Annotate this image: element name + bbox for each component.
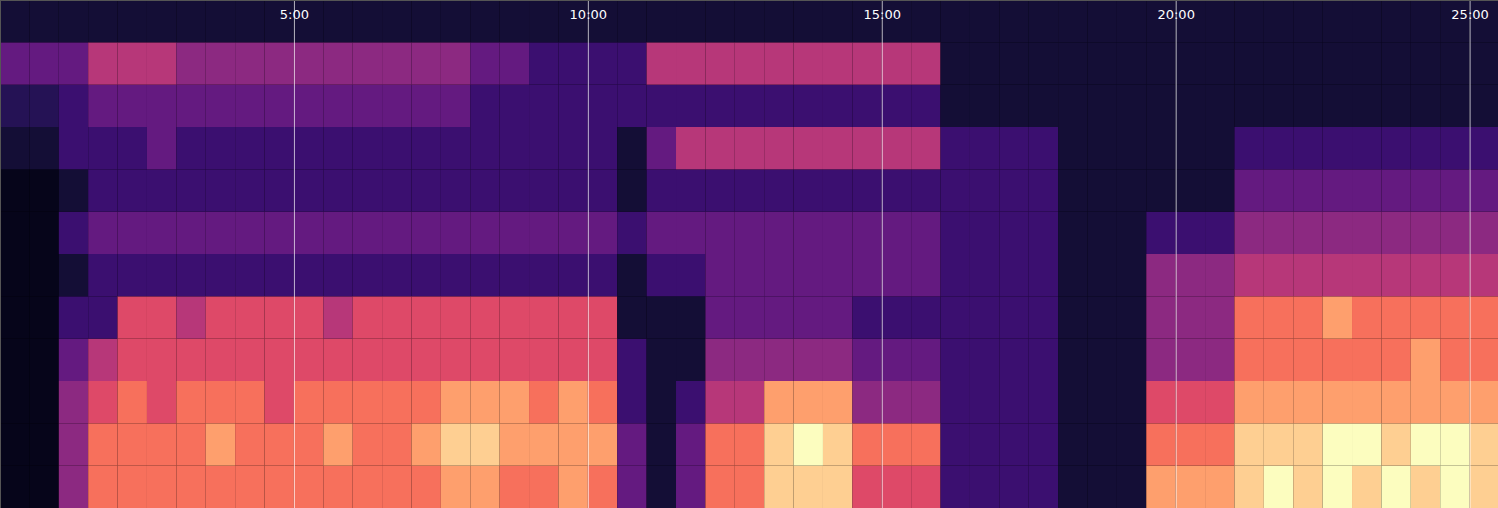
svg-text:5:00: 5:00 [280,7,309,22]
svg-text:20:00: 20:00 [1157,7,1194,22]
svg-text:10:00: 10:00 [570,7,607,22]
svg-text:25:00: 25:00 [1451,7,1488,22]
svg-text:15:00: 15:00 [864,7,901,22]
